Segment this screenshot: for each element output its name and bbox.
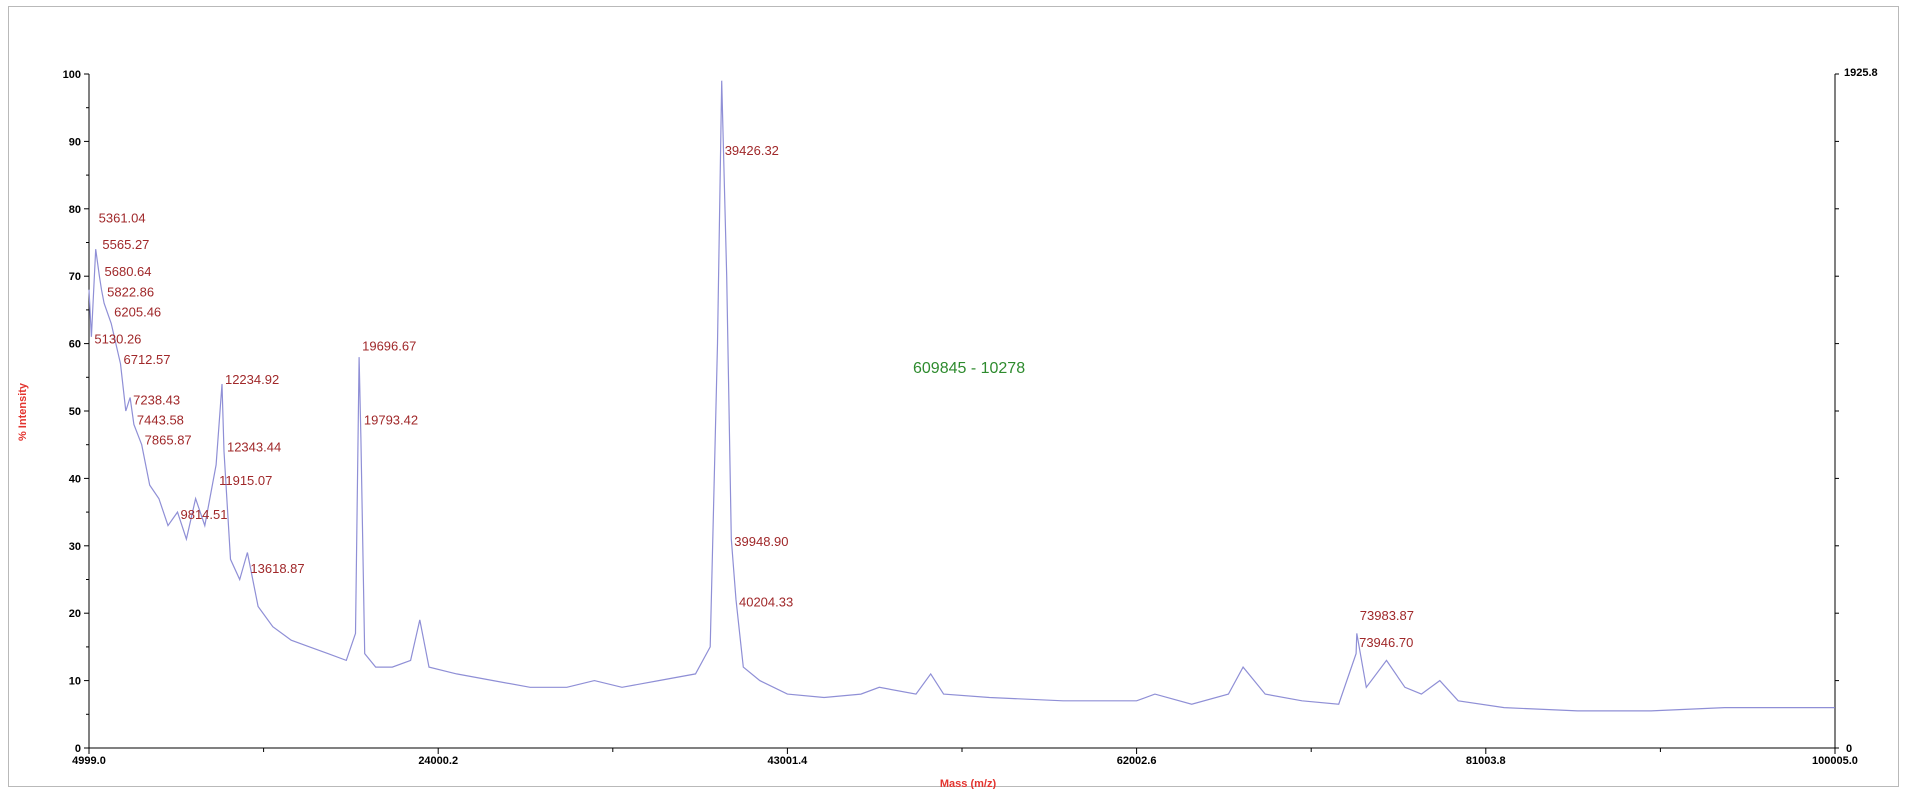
peak-label: 5565.27: [102, 237, 149, 252]
peak-label: 12343.44: [227, 439, 281, 454]
y-tick-label: 100: [63, 69, 81, 81]
y-tick-label: 80: [69, 204, 81, 216]
peak-label: 7865.87: [145, 433, 192, 448]
peak-label: 9814.51: [180, 507, 227, 522]
peak-label: 5822.86: [107, 284, 154, 299]
y-tick-label: 30: [69, 541, 81, 553]
right-axis-top-label: 1925.8: [1844, 67, 1878, 79]
peak-label: 6205.46: [114, 305, 161, 320]
spectrum-line: [88, 80, 1835, 712]
peak-label: 7443.58: [137, 412, 184, 427]
peak-label: 5680.64: [105, 264, 152, 279]
peak-label: 73983.87: [1360, 608, 1414, 623]
y-tick-label: 10: [69, 676, 81, 688]
y-tick-label: 70: [69, 271, 81, 283]
x-tick-label: 62002.6: [1117, 755, 1157, 767]
y-tick-label: 50: [69, 406, 81, 418]
y-tick-label: 90: [69, 136, 81, 148]
x-axis-title: Mass (m/z): [940, 778, 997, 789]
peak-label: 73946.70: [1359, 635, 1413, 650]
peak-label: 6712.57: [123, 352, 170, 367]
peak-label: 39948.90: [734, 534, 788, 549]
peak-label: 19696.67: [362, 338, 416, 353]
peak-label: 12234.92: [225, 372, 279, 387]
y-tick-label: 40: [69, 473, 81, 485]
peak-label: 40204.33: [739, 594, 793, 609]
chart-frame: [8, 6, 1899, 787]
peak-label: 5130.26: [94, 332, 141, 347]
peak-label: 11915.07: [219, 473, 272, 488]
y-tick-label: 0: [75, 743, 81, 755]
x-tick-label: 100005.0: [1812, 755, 1858, 767]
x-tick-label: 24000.2: [418, 755, 458, 767]
x-tick-label: 4999.0: [72, 755, 106, 767]
right-axis-bottom-label: 0: [1846, 743, 1852, 755]
y-tick-label: 60: [69, 339, 81, 351]
peak-labels: 5361.04 5565.27 5680.64 5822.86 6205.46 5130.…: [94, 143, 1414, 650]
peak-label: 5361.04: [99, 210, 146, 225]
x-tick-label: 81003.8: [1466, 755, 1506, 767]
spectrum-series: [88, 80, 1835, 712]
peak-label: 19793.42: [364, 412, 418, 427]
sample-annotation: 609845 - 10278: [913, 360, 1025, 377]
y-axis-title: % Intensity: [17, 382, 29, 441]
x-tick-label: 43001.4: [768, 755, 809, 767]
axes: 0 10 20 30 40 50 60 70 80 90 100 4999.0 24000.2 43001…: [63, 69, 1858, 767]
peak-label: 39426.32: [725, 143, 779, 158]
peak-label: 13618.87: [250, 561, 304, 576]
peak-label: 7238.43: [133, 392, 180, 407]
y-tick-label: 20: [69, 608, 81, 620]
